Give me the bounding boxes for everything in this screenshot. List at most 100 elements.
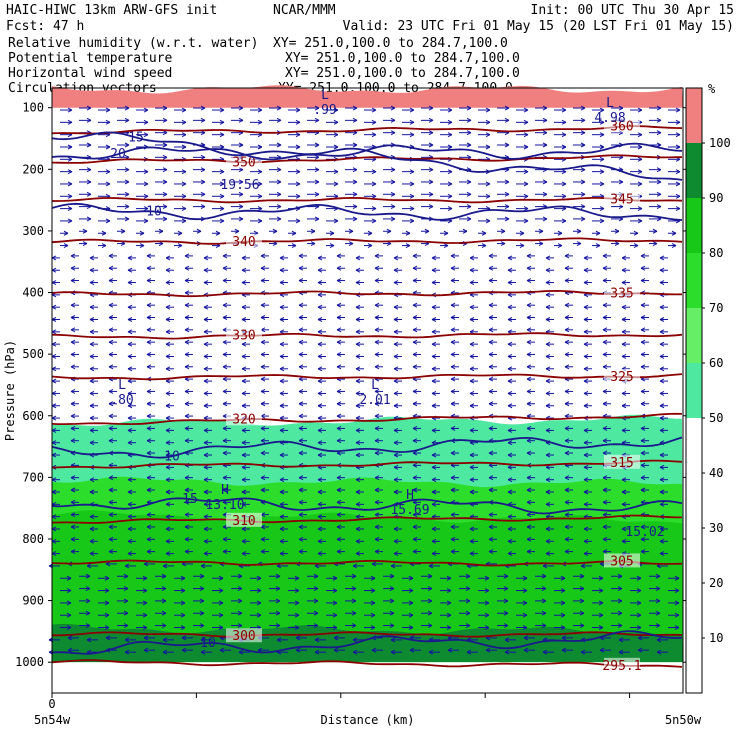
wind-vector-head bbox=[389, 586, 395, 592]
wind-vector-head bbox=[146, 413, 152, 419]
wind-vector-head bbox=[317, 551, 323, 557]
wind-vector-head bbox=[526, 364, 532, 370]
wind-vector-head bbox=[298, 413, 304, 419]
distance-axis: 0 bbox=[48, 693, 631, 711]
wind-vector-head bbox=[256, 612, 262, 618]
wind-vector-head bbox=[409, 193, 415, 199]
field-xy-theta: XY= 251.0,100.0 to 284.7,100.0 bbox=[285, 51, 520, 66]
wind-vector-head bbox=[447, 107, 453, 113]
wind-vector-head bbox=[162, 191, 168, 197]
wind-vector-head bbox=[447, 193, 453, 199]
wind-vector-head bbox=[127, 538, 133, 544]
wind-vector-head bbox=[123, 610, 129, 616]
wind-vector-head bbox=[70, 339, 76, 345]
wind-vector-head bbox=[488, 315, 494, 320]
wind-vector-head bbox=[580, 117, 586, 123]
theta-label-bg bbox=[226, 411, 262, 426]
wind-vector-head bbox=[484, 588, 490, 594]
wind-vector-head bbox=[526, 425, 532, 431]
wind-vector-head bbox=[256, 575, 262, 581]
wind-vector-head bbox=[602, 265, 608, 271]
wind-vector-head bbox=[640, 327, 646, 333]
wind-vector-head bbox=[583, 440, 589, 446]
wind-vector-head bbox=[545, 354, 551, 359]
wind-vector-head bbox=[656, 130, 662, 136]
wind-vector-head bbox=[564, 487, 570, 493]
wind-vector-head bbox=[294, 588, 300, 594]
wind-vector-head bbox=[599, 144, 605, 150]
wind-vector-head bbox=[298, 339, 304, 345]
wind-vector-head bbox=[598, 588, 604, 594]
wind-vector-head bbox=[51, 366, 57, 372]
wind-vector-head bbox=[599, 156, 605, 162]
wind-label-10: 10 bbox=[164, 449, 180, 464]
wind-vector-head bbox=[504, 649, 510, 655]
wind-vector-head bbox=[218, 600, 224, 606]
wind-vector-head bbox=[374, 352, 380, 357]
theta-label-345: 345 bbox=[610, 193, 633, 208]
wind-vector-head bbox=[507, 452, 513, 458]
wind-vector-head bbox=[124, 563, 130, 569]
wind-vector-head bbox=[348, 241, 354, 247]
wind-vector-head bbox=[466, 142, 472, 148]
wind-vector-head bbox=[298, 512, 304, 518]
wind-vector-head bbox=[298, 524, 304, 530]
wind-vector-head bbox=[393, 354, 399, 359]
wind-vector-head bbox=[485, 119, 491, 125]
wind-vector-head bbox=[428, 563, 434, 569]
wind-vector-head bbox=[336, 352, 342, 357]
wind-vector-head bbox=[199, 610, 205, 616]
wind-vector-head bbox=[393, 452, 399, 458]
wind-vector-head bbox=[469, 403, 475, 409]
wind-vector-head bbox=[542, 130, 548, 136]
wind-vector-head bbox=[656, 167, 662, 173]
wind-vector-head bbox=[545, 452, 551, 458]
wind-vector-head bbox=[579, 573, 585, 579]
wind-vector-head bbox=[162, 649, 168, 655]
wind-vector-head bbox=[200, 637, 206, 643]
wind-vector-head bbox=[675, 193, 681, 199]
wind-vector-head bbox=[659, 354, 665, 359]
wind-vector-head bbox=[108, 278, 114, 283]
wind-vector-head bbox=[162, 142, 168, 148]
theta-contour-350 bbox=[51, 154, 683, 164]
wind-vector-head bbox=[108, 364, 114, 370]
init-time: Init: 00 UTC Thu 30 Apr 15 bbox=[531, 3, 735, 18]
wind-vector-head bbox=[184, 302, 190, 308]
wind-vector-head bbox=[237, 623, 243, 628]
wind-vector-head bbox=[580, 216, 586, 222]
wind-vector-head bbox=[412, 487, 418, 493]
wind-vector-head bbox=[336, 425, 342, 431]
wind-vector-head bbox=[108, 549, 114, 555]
wind-vector-head bbox=[675, 132, 681, 138]
wind-vector-head bbox=[504, 179, 510, 185]
theta-label-bg bbox=[604, 191, 640, 206]
wind-vector-head bbox=[314, 191, 320, 197]
wind-vector-head bbox=[526, 450, 532, 456]
wind-vector-head bbox=[127, 489, 133, 495]
wind-vector-head bbox=[314, 216, 320, 222]
wind-vector-head bbox=[222, 438, 228, 444]
wind-vector-head bbox=[408, 575, 414, 581]
wind-vector-head bbox=[412, 549, 418, 555]
wind-vector-head bbox=[105, 181, 111, 187]
wind-vector-head bbox=[640, 475, 646, 481]
wind-vector-head bbox=[123, 573, 129, 579]
wind-vector-head bbox=[545, 489, 551, 495]
wind-vector-head bbox=[583, 477, 589, 483]
wind-vector-head bbox=[523, 169, 529, 175]
extremum-value: .99 bbox=[313, 103, 336, 118]
wind-vector-head bbox=[89, 378, 95, 384]
wind-vector-head bbox=[181, 181, 187, 187]
theta-contours: 360 350 345 340 335 330 325 320 315 310 305 300 295.… bbox=[51, 118, 683, 674]
wind-vector-head bbox=[412, 450, 418, 456]
wind-vector-head bbox=[409, 169, 415, 175]
wind-vector-head bbox=[659, 378, 665, 384]
wind-contour-10 bbox=[51, 202, 683, 221]
wind-vector-head bbox=[393, 427, 399, 433]
wind-vector-head bbox=[184, 339, 190, 345]
wind-vector-head bbox=[279, 366, 285, 372]
extremum-value: .80 bbox=[110, 393, 133, 408]
wind-vector-head bbox=[257, 181, 263, 187]
wind-vector-head bbox=[279, 378, 285, 384]
